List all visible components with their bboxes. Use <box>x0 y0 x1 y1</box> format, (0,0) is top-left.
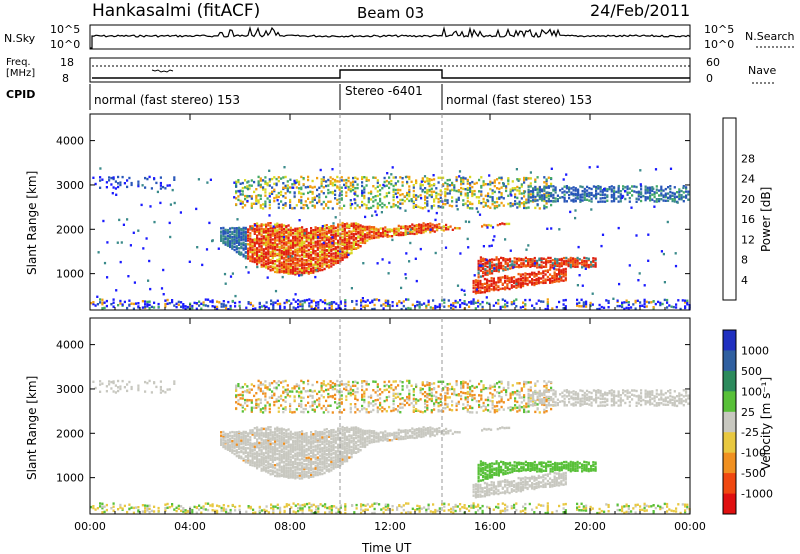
y-tick-label: 2000 <box>56 427 84 440</box>
station-title: Hankasalmi (fitACF) <box>92 1 260 21</box>
nave-tick-bottom: 0 <box>706 72 713 85</box>
power-colorbar-tick: 4 <box>741 274 748 287</box>
velocity-colorbar-tick: -1000 <box>741 488 773 501</box>
colorbar-swatch <box>723 432 736 454</box>
colorbar-swatch <box>723 411 736 433</box>
colorbar-swatch <box>723 493 736 515</box>
velocity-scatter-cells <box>90 379 691 515</box>
x-axis-label: Time UT <box>361 541 412 554</box>
velocity-colorbar-tick: -500 <box>741 467 766 480</box>
nave-label: Nave <box>748 64 776 77</box>
x-tick-label: 20:00 <box>574 520 606 533</box>
freq-label-1: Freq. <box>6 57 31 68</box>
nsearch-tick-bottom: 10^0 <box>704 38 734 51</box>
velocity-y-axis: 1000 2000 3000 4000 <box>56 339 690 485</box>
x-tick-label: 00:00 <box>674 520 706 533</box>
y-tick-label: 1000 <box>56 472 84 485</box>
x-tick-label: 04:00 <box>174 520 206 533</box>
power-colorbar: 4 8 12 16 20 24 28 <box>722 117 755 301</box>
nsky-trace <box>90 25 691 49</box>
freq-tick-top: 18 <box>60 56 74 69</box>
nsearch-label: N.Search <box>745 30 795 43</box>
y-tick-label: 4000 <box>56 339 84 352</box>
cpid-row: CPID normal (fast stereo) 153 Stereo -64… <box>6 84 592 110</box>
nsky-tick-bottom: 10^0 <box>50 38 80 51</box>
power-colorbar-tick: 28 <box>741 152 755 165</box>
colorbar-swatch <box>723 452 736 474</box>
velocity-colorbar: 1000 500 100 25 -25 -100 -500 -1000 <box>722 329 773 515</box>
power-y-axis: 1000 2000 3000 4000 <box>56 135 690 281</box>
colorbar-swatch <box>723 330 736 351</box>
velocity-colorbar-label: Velocity [m s⁻¹] <box>759 377 773 470</box>
date-title: 24/Feb/2011 <box>590 1 690 20</box>
beam-title: Beam 03 <box>357 4 424 22</box>
nsky-label: N.Sky <box>4 32 36 45</box>
power-colorbar-tick: 8 <box>741 254 748 267</box>
nsearch-tick-top: 10^5 <box>704 23 734 36</box>
x-tick-label: 16:00 <box>474 520 506 533</box>
nave-tick-top: 60 <box>706 56 720 69</box>
power-colorbar-label: Power [dB] <box>759 187 773 252</box>
cpid-segment-3: normal (fast stereo) 153 <box>446 93 592 107</box>
colorbar-swatch <box>723 391 736 413</box>
velocity-colorbar-tick: 500 <box>741 365 762 378</box>
cpid-segment-1: normal (fast stereo) 153 <box>94 93 240 107</box>
velocity-panel: 1000 2000 3000 4000 00:00 04:00 08:00 12:00 16:… <box>25 114 773 554</box>
y-tick-label: 3000 <box>56 383 84 396</box>
x-tick-label: 08:00 <box>274 520 306 533</box>
y-tick-label: 2000 <box>56 223 84 236</box>
x-tick-label: 12:00 <box>374 520 406 533</box>
freq-trace <box>92 69 690 79</box>
nsky-panel: N.Sky 10^5 10^0 10^5 10^0 N.Search <box>4 23 796 51</box>
cpid-segment-2: Stereo -6401 <box>345 84 423 98</box>
velocity-colorbar-tick: 100 <box>741 385 762 398</box>
velocity-ylabel: Slant Range [km] <box>25 376 39 480</box>
power-panel: 1000 2000 3000 4000 Slant Range [km] 4 8 12 16… <box>25 113 773 311</box>
x-tick-label: 00:00 <box>74 520 106 533</box>
y-tick-label: 4000 <box>56 135 84 148</box>
colorbar-swatch <box>723 370 736 392</box>
freq-tick-bottom: 8 <box>62 72 69 85</box>
velocity-colorbar-tick: -100 <box>741 447 766 460</box>
cpid-label: CPID <box>6 88 35 101</box>
velocity-colorbar-tick: 1000 <box>741 344 769 357</box>
colorbar-swatch <box>723 473 736 494</box>
freq-label-2: [MHz] <box>6 68 35 79</box>
time-x-axis: 00:00 04:00 08:00 12:00 16:00 20:00 00:00 <box>74 114 706 533</box>
power-colorbar-tick: 16 <box>741 213 755 226</box>
colorbar-swatch <box>723 350 736 372</box>
power-scatter-cells <box>90 165 691 311</box>
power-ylabel: Slant Range [km] <box>25 171 39 275</box>
freq-wiggle <box>151 69 174 73</box>
power-colorbar-tick: 24 <box>741 173 755 186</box>
nsky-tick-top: 10^5 <box>50 23 80 36</box>
velocity-colorbar-tick: -25 <box>741 426 759 439</box>
power-colorbar-tick: 12 <box>741 233 755 246</box>
y-tick-label: 3000 <box>56 179 84 192</box>
y-tick-label: 1000 <box>56 268 84 281</box>
velocity-colorbar-tick: 25 <box>741 406 755 419</box>
freq-nave-panel: Freq. [MHz] 18 8 60 0 Nave <box>6 56 776 85</box>
power-colorbar-tick: 20 <box>741 193 755 206</box>
